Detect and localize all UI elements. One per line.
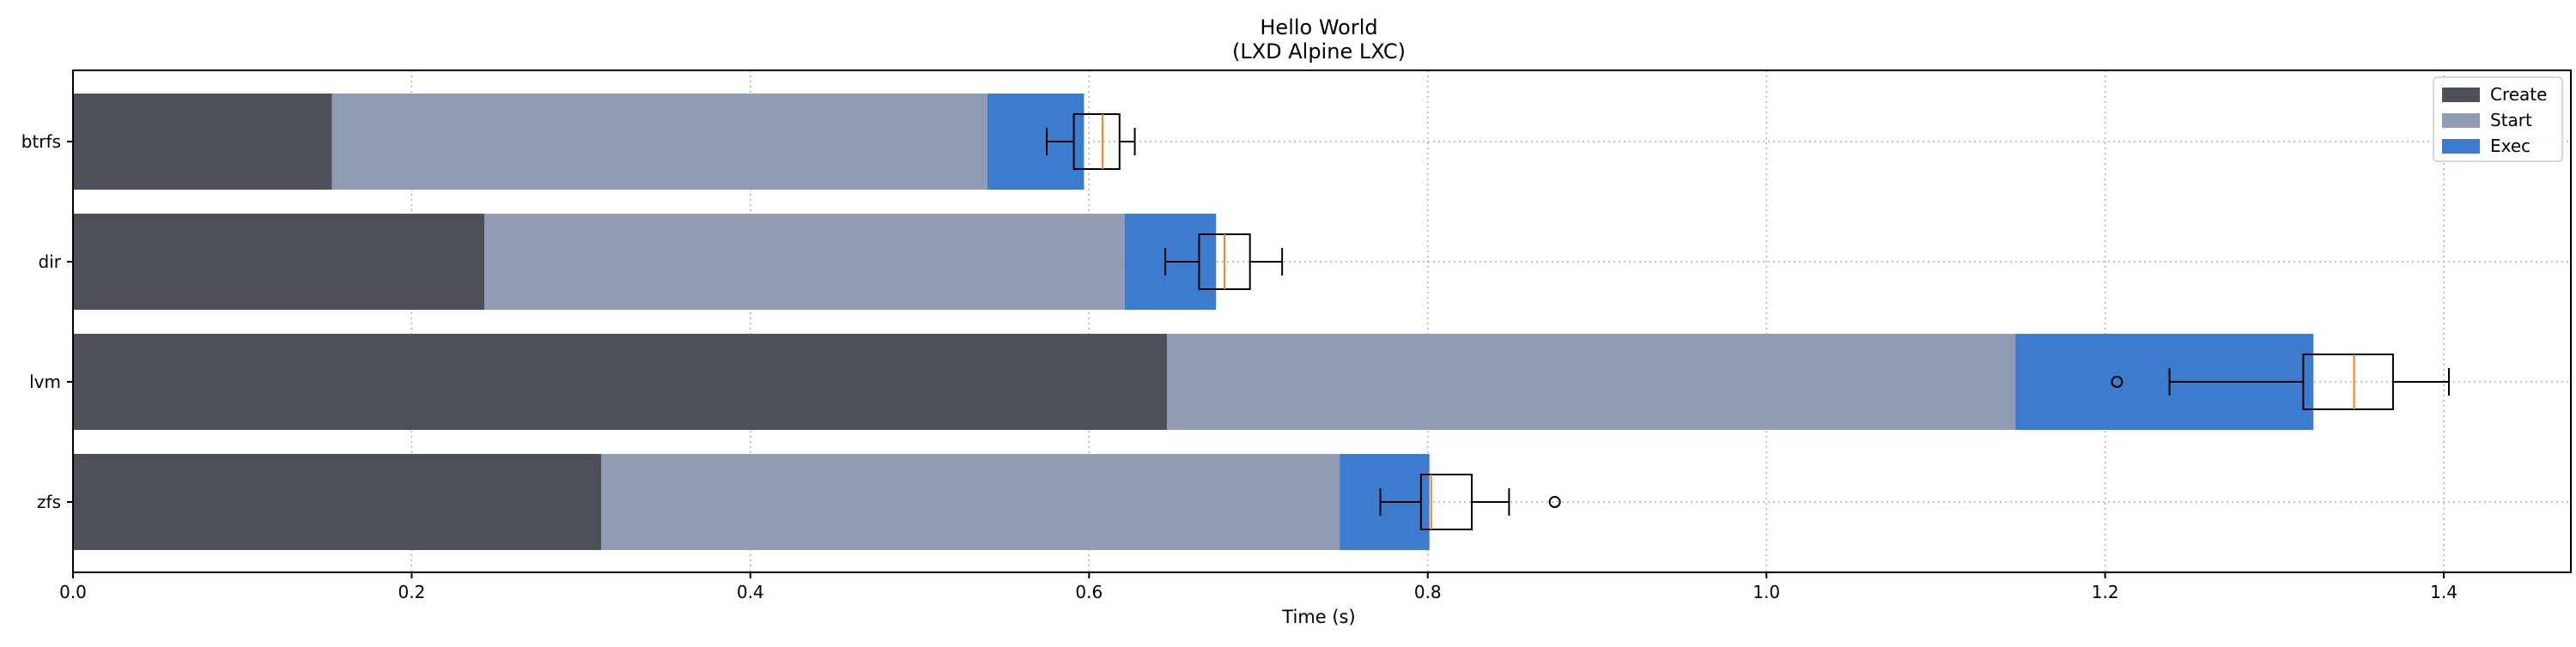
- outlier-lvm: [2111, 376, 2123, 388]
- legend-label-exec: Exec: [2490, 136, 2530, 156]
- x-tick-label: 1.2: [2092, 582, 2119, 602]
- bar-create-dir: [73, 214, 485, 310]
- box-btrfs: [1072, 113, 1121, 170]
- bar-start-dir: [484, 214, 1125, 310]
- y-tick-label-dir: dir: [39, 251, 62, 272]
- plot-frame: [72, 70, 2572, 573]
- x-tick-label: 1.4: [2430, 582, 2458, 602]
- bar-start-lvm: [1167, 334, 2016, 430]
- bar-start-btrfs: [331, 94, 987, 190]
- x-tick-label: 0.6: [1075, 582, 1103, 602]
- bar-create-lvm: [73, 334, 1168, 430]
- legend-swatch-exec: [2442, 139, 2480, 154]
- x-tick-label: 0.2: [398, 582, 426, 602]
- chart-subtitle: (LXD Alpine LXC): [1232, 39, 1406, 63]
- y-tick-label-lvm: lvm: [29, 372, 61, 392]
- x-tick-label: 0.8: [1414, 582, 1442, 602]
- x-axis-label: Time (s): [1281, 607, 1355, 627]
- legend-label-create: Create: [2490, 84, 2547, 105]
- legend: Create Start Exec: [2433, 76, 2563, 162]
- bar-create-btrfs: [73, 94, 332, 190]
- axes-layer: 0.0 0.2 0.4 0.6 0.8 1.0 1.2 1.4 btrfs dir lvm zfs: [21, 70, 2572, 602]
- chart-title: Hello World: [1260, 15, 1377, 39]
- x-tick-label: 1.0: [1753, 582, 1780, 602]
- bar-create-zfs: [73, 454, 602, 550]
- bars-layer: [73, 94, 2314, 550]
- bar-start-zfs: [601, 454, 1340, 550]
- legend-swatch-start: [2442, 113, 2480, 128]
- box-zfs: [1419, 474, 1473, 530]
- boxplot-layer: [1046, 113, 2451, 530]
- x-tick-label: 0.4: [737, 582, 764, 602]
- legend-swatch-create: [2442, 88, 2480, 102]
- legend-label-start: Start: [2490, 110, 2532, 130]
- y-tick-label-btrfs: btrfs: [21, 131, 61, 152]
- outlier-zfs: [1548, 496, 1561, 508]
- y-tick-label-zfs: zfs: [37, 492, 61, 512]
- x-tick-label: 0.0: [59, 582, 87, 602]
- box-lvm: [2302, 354, 2394, 410]
